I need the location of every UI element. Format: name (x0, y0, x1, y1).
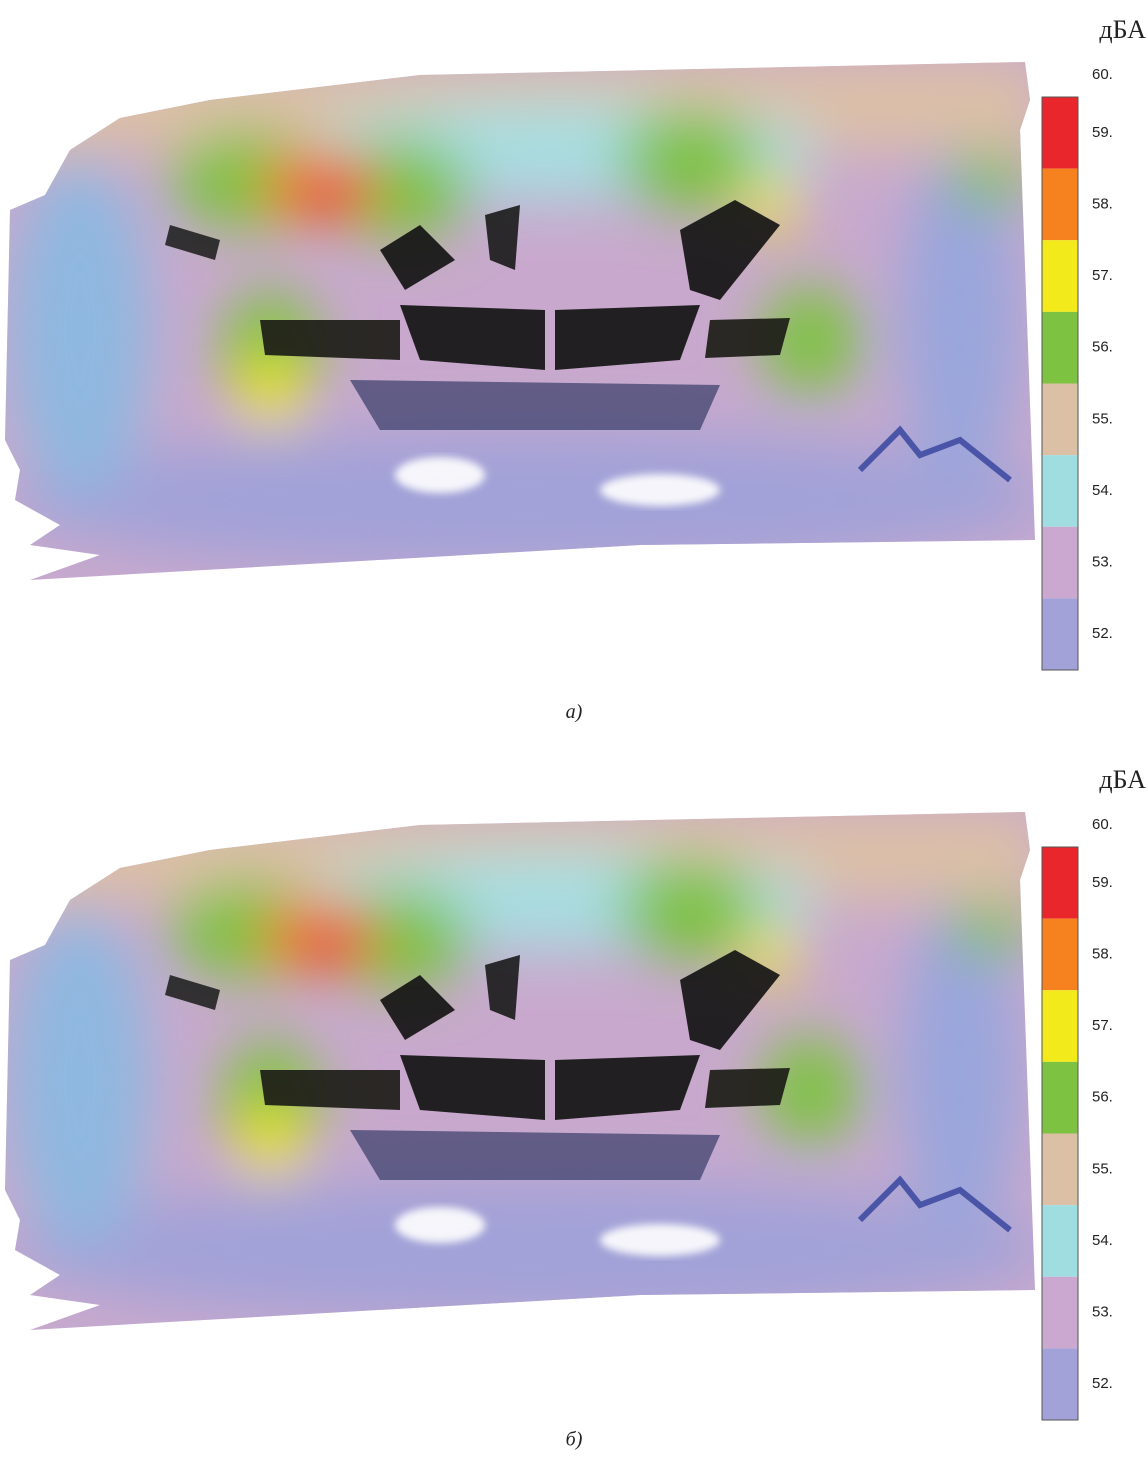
scale-segment (1042, 1062, 1078, 1134)
scale-segment (1042, 527, 1078, 599)
scale-segment (1042, 847, 1078, 919)
page: дБА 60. 59. 58. 57. 56. 55. 54. 53. 52. а) дБА 60. 59… (0, 0, 1148, 1459)
heatmap-image (0, 50, 1050, 590)
scale-segment (1042, 1205, 1078, 1277)
caption: а) (566, 701, 583, 723)
scale-label: 60. (1092, 816, 1113, 833)
scale-label: 57. (1092, 267, 1113, 284)
scale-label: 55. (1092, 1160, 1113, 1177)
scale-segment (1042, 1277, 1078, 1349)
scale-segment (1042, 384, 1078, 456)
scale-segment (1042, 990, 1078, 1062)
caption: б) (566, 1429, 583, 1451)
scale-label: 60. (1092, 66, 1113, 83)
scale-label: 58. (1092, 195, 1113, 212)
scale-label: 55. (1092, 410, 1113, 427)
scale-label: 52. (1092, 1375, 1113, 1392)
figure: дБА 60. 59. 58. 57. 56. 55. 54. 53. 52. а) дБА 60. 59… (0, 0, 1148, 1459)
scale-label: 59. (1092, 874, 1113, 891)
scale-segment (1042, 1348, 1078, 1420)
scale-segment (1042, 240, 1078, 312)
scale-label: 59. (1092, 124, 1113, 141)
scale-segment (1042, 169, 1078, 241)
scale-segment (1042, 455, 1078, 527)
scale-segment (1042, 919, 1078, 991)
scale-label: 57. (1092, 1017, 1113, 1034)
scale-label: 54. (1092, 1232, 1113, 1249)
heatmap-image (0, 800, 1050, 1340)
scale-label: 52. (1092, 625, 1113, 642)
scale-label: 53. (1092, 1304, 1113, 1321)
scale-segment (1042, 1134, 1078, 1206)
scale-segment (1042, 97, 1078, 169)
scale-label: 53. (1092, 554, 1113, 571)
scale-label: 56. (1092, 1089, 1113, 1106)
scale-label: 58. (1092, 945, 1113, 962)
unit-label: дБА (1099, 765, 1146, 794)
scale-label: 54. (1092, 482, 1113, 499)
scale-label: 56. (1092, 339, 1113, 356)
scale-segment (1042, 598, 1078, 670)
unit-label: дБА (1099, 15, 1146, 44)
scale-segment (1042, 312, 1078, 384)
